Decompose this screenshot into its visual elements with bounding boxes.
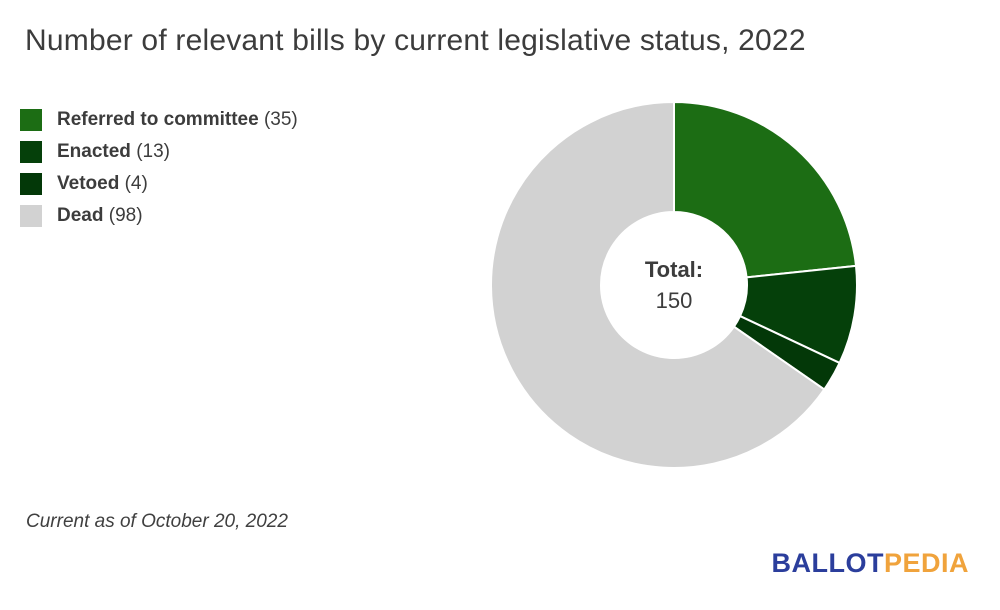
logo-ballot-text: BALLOT [771,548,884,578]
legend-swatch [20,205,42,227]
donut-slice-dead [490,100,826,469]
legend-item: Enacted (13) [20,141,298,163]
total-label: Total: [644,257,704,282]
legend: Referred to committee (35) Enacted (13) Ve… [20,109,298,237]
legend-swatch [20,141,42,163]
donut-center-label: Total: 150 [645,254,703,316]
chart-title: Number of relevant bills by current legi… [25,24,806,57]
total-value: 150 [655,288,693,313]
ballotpedia-logo: BALLOTPEDIA [771,548,969,579]
legend-item-label: Referred to committee (35) [57,109,298,130]
legend-swatch [20,109,42,131]
footnote: Current as of October 20, 2022 [26,511,288,532]
donut-slice-referred-to-committee [673,100,858,279]
legend-item: Dead (98) [20,205,298,227]
donut-chart [490,100,858,469]
legend-item-label: Enacted (13) [57,141,170,162]
legend-item: Vetoed (4) [20,173,298,195]
legend-item-label: Vetoed (4) [57,173,148,194]
logo-pedia-text: PEDIA [883,548,969,578]
legend-item: Referred to committee (35) [20,109,298,131]
legend-item-label: Dead (98) [57,205,143,226]
legend-swatch [20,173,42,195]
